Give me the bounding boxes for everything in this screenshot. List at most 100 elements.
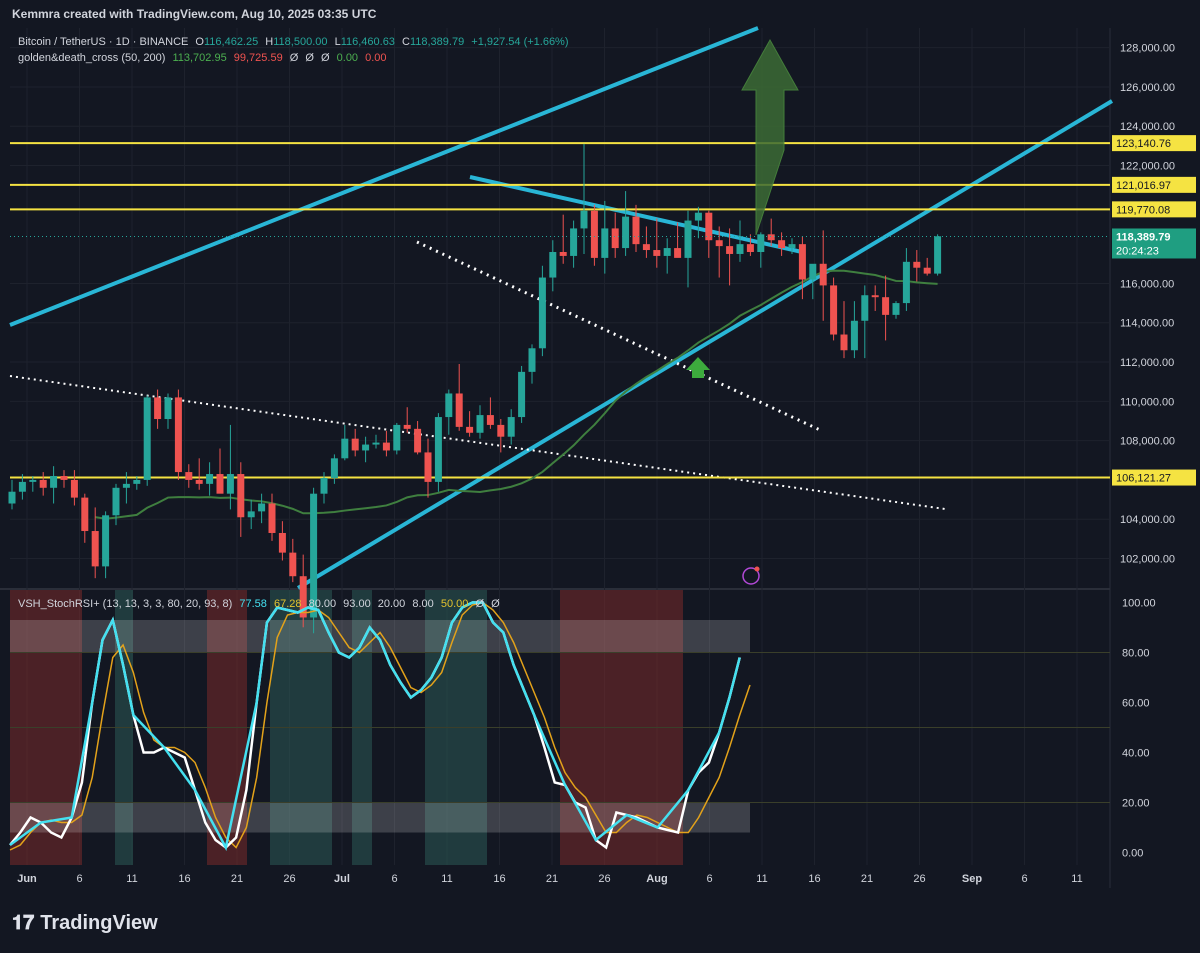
osc-tick: 60.00 [1122,698,1150,710]
price-tick: 102,000.00 [1120,554,1175,566]
time-tick: 6 [76,873,82,885]
time-tick: Aug [646,873,667,885]
up-arrow-small [686,357,710,378]
indicator-v1: 0.00 [336,52,359,64]
time-tick: 6 [706,873,712,885]
footer [0,893,1200,953]
level-label-2: 119,770.08 [1116,204,1170,216]
legend-symbol: Bitcoin / TetherUS · 1D · BINANCE [18,36,189,48]
candle-body [258,503,266,512]
lightning-icon [742,567,760,585]
candle-body [632,216,640,245]
candle-body [559,252,567,256]
candle-body [819,263,827,286]
legend-open: 116,462.25 [203,36,259,48]
time-tick: 21 [546,873,558,885]
osc-p1: 80.00 [308,598,337,610]
legend-low: 116,460.63 [340,36,395,48]
level-tag-0 [1112,135,1196,152]
candle-body [653,250,661,256]
osc-p5: 50.00 [440,598,469,610]
indicator-ma200: 99,725.59 [233,52,283,64]
osc-p4: 8.00 [412,598,434,610]
indicator-ma50: 113,702.95 [172,52,227,64]
candle-body [705,212,713,241]
candle-body [424,452,432,482]
level-tag-3 [1112,469,1196,486]
candle-body [133,479,141,484]
legend-change: +1,927.54 (+1.66%) [471,36,569,48]
tradingview-logo[interactable]: 𝟏𝟕 TradingView [12,912,158,935]
price-pane [0,28,1200,588]
candle-body [445,393,453,418]
time-tick: 11 [126,873,137,885]
candle-body [507,417,515,437]
candle-body [934,236,942,274]
legend-open-label: O [195,36,204,48]
candle-body [112,487,120,516]
candle-body [892,303,900,315]
osc-tick: 80.00 [1122,648,1150,660]
alert-dot-icon [754,566,760,572]
time-tick: Jul [334,873,350,885]
candle-body [434,417,442,482]
candle-body [913,261,921,268]
price-tick: 128,000.00 [1120,43,1175,55]
countdown-label: 20:24:23 [1116,245,1159,257]
candle-body [310,493,318,618]
candle-body [29,479,37,482]
candle-body [18,481,26,492]
time-tick: Jun [17,873,37,885]
indicator-name: golden&death_cross (50, 200) [18,52,166,64]
candle-body [414,428,422,453]
ma-line [95,269,938,520]
candle-body [601,228,609,258]
candle-body [70,479,78,498]
candle-body [746,244,754,252]
level-label-1: 121,016.97 [1116,180,1171,192]
candle-body [206,474,214,484]
tradingview-icon: 𝟏𝟕 [12,912,35,934]
candle-body [351,438,359,451]
candle-body [570,228,578,256]
candle-body [289,552,297,577]
candle-body [871,295,879,298]
candle-body [663,248,671,256]
candle-body [372,442,380,445]
candle-body [362,444,370,451]
candle-body [882,297,890,315]
candle-body [580,210,588,229]
price-tick: 112,000.00 [1120,357,1174,369]
candle-body [268,503,276,533]
candle-body [102,515,110,567]
indicator-v2: 0.00 [365,52,387,64]
last-price-tag [1112,228,1196,259]
price-tick: 114,000.00 [1120,318,1174,330]
candle-body [715,240,723,247]
level-label-0: 123,140.76 [1116,138,1171,150]
candle-body [798,244,806,280]
candle-body [694,212,702,221]
candle-body [185,472,193,480]
candle-body [850,320,858,351]
candle-body [122,483,130,488]
candle-body [50,476,58,488]
osc-upper-band [10,620,750,653]
osc-k: 77.58 [239,598,267,610]
candle-body [39,479,47,488]
candle-body [455,393,463,427]
time-tick: Sep [962,873,982,885]
candle-body [549,252,557,278]
time-tick: 26 [283,873,295,885]
candle-body [757,234,765,252]
candle-body [81,497,89,532]
time-tick: 11 [756,873,767,885]
candle-body [60,476,68,480]
candle-body [830,285,838,335]
osc-lower-band [10,802,750,833]
candle-body [809,263,817,280]
last-price-label: 118,389.79 [1116,231,1170,243]
osc-tick: 20.00 [1122,798,1150,810]
candle-body [299,576,307,618]
